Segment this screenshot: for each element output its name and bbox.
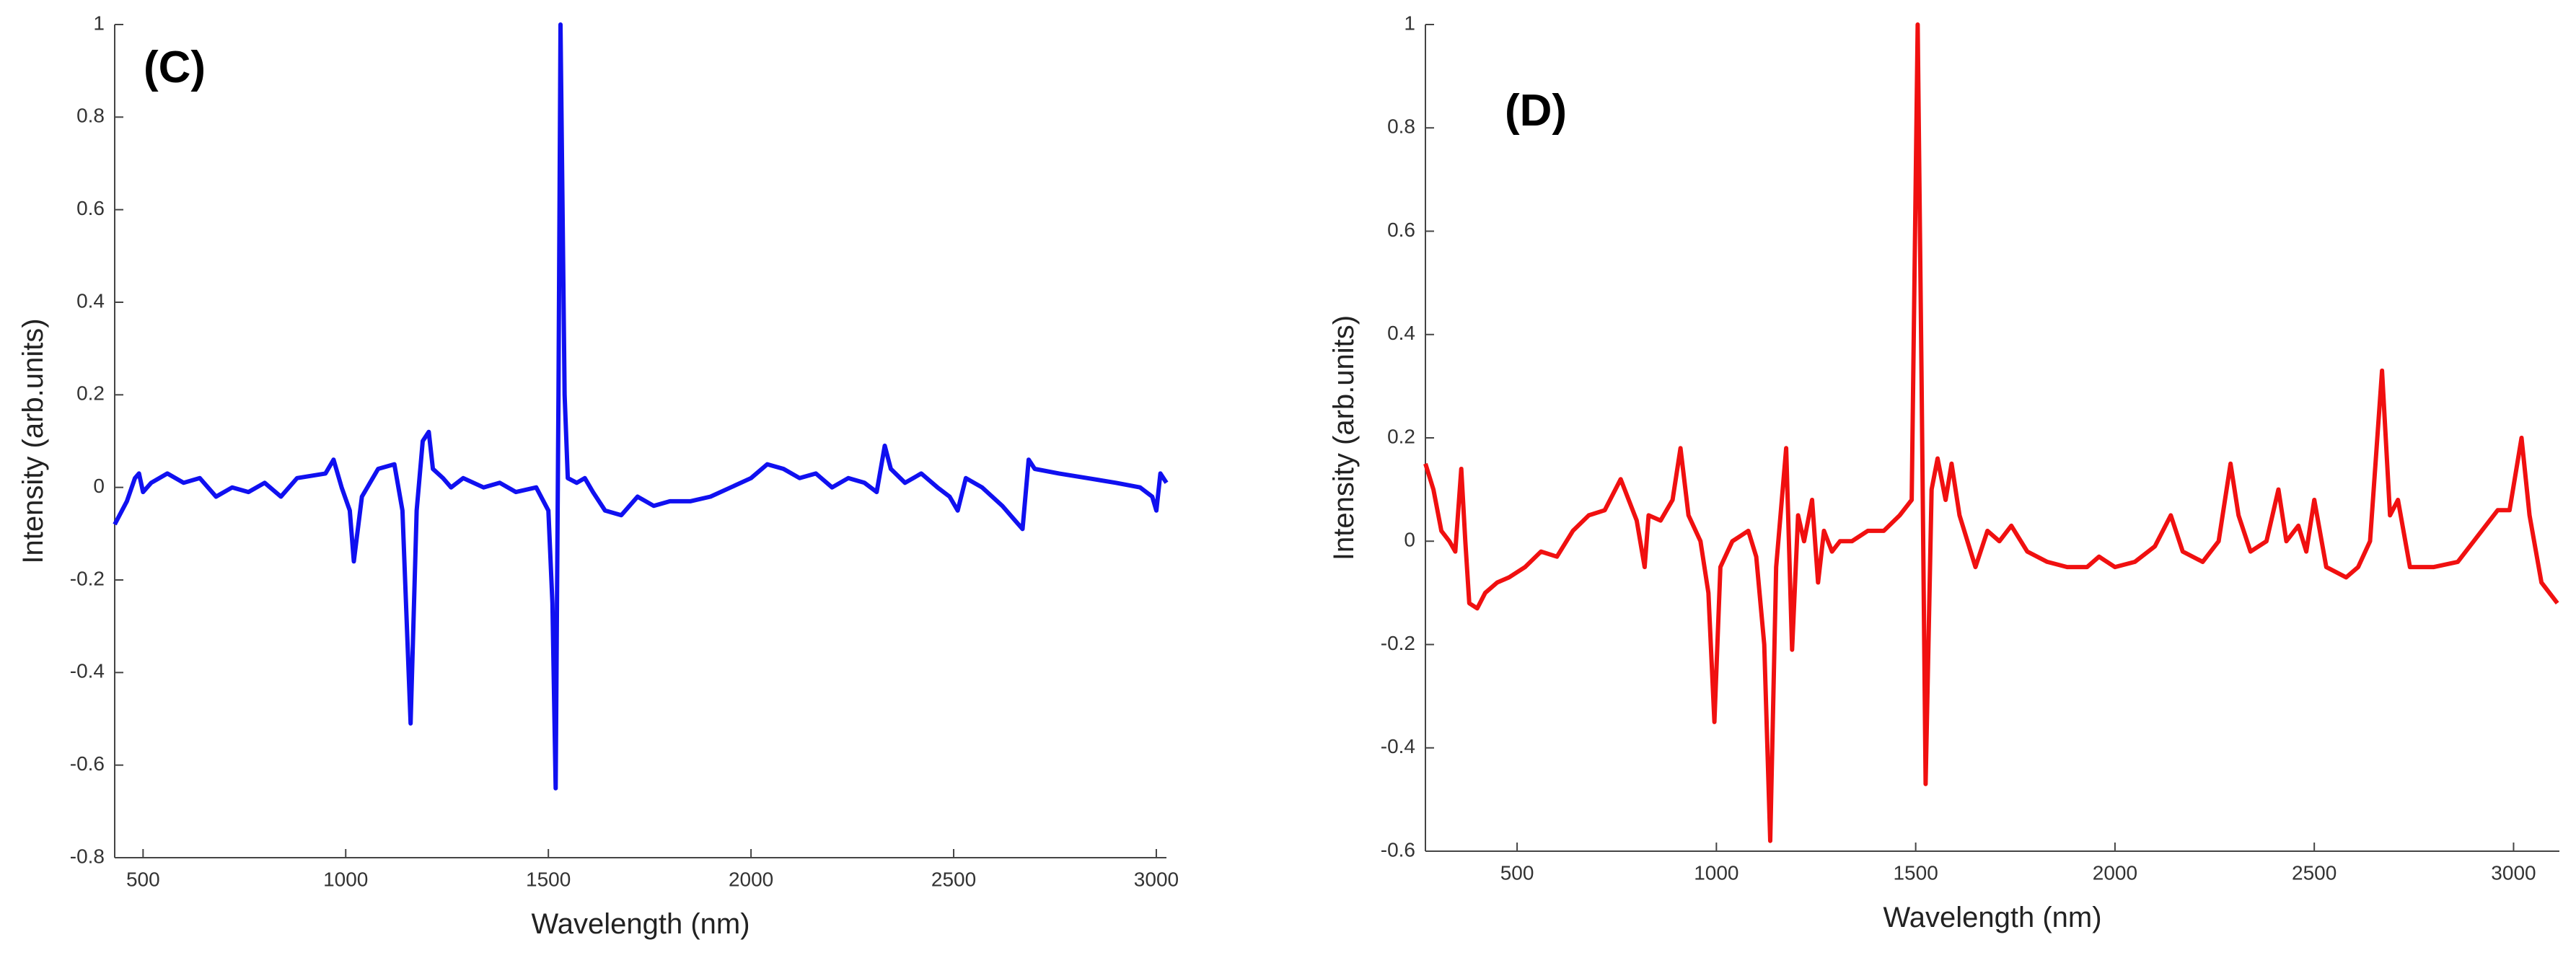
x-tick-label: 1000 [1694,861,1738,884]
x-tick-label: 500 [1500,861,1534,884]
y-tick-label: 0.8 [1387,115,1415,138]
y-tick-label: 1 [93,12,105,34]
y-tick-label: -0.4 [70,660,105,682]
y-tick-label: 0 [93,475,105,497]
y-tick-label: -0.8 [70,845,105,867]
y-tick-label: -0.6 [1381,838,1415,861]
y-tick-label: 0.2 [1387,425,1415,447]
x-axis-label: Wavelength (nm) [531,908,749,940]
x-tick-label: 1000 [323,868,368,890]
x-tick-label: 1500 [526,868,571,890]
y-tick-label: 0.6 [76,197,105,219]
x-tick-label: 3000 [2491,861,2536,884]
y-tick-label: 0 [1404,529,1415,551]
x-tick-label: 2000 [729,868,773,890]
x-tick-label: 3000 [1134,868,1179,890]
y-tick-label: -0.2 [1381,632,1415,654]
panel-label: (C) [144,43,206,92]
y-tick-label: -0.6 [70,752,105,775]
x-tick-label: 2500 [931,868,976,890]
y-tick-label: 0.6 [1387,219,1415,241]
x-tick-label: 500 [126,868,160,890]
x-tick-label: 1500 [1893,861,1938,884]
y-tick-label: 1 [1404,12,1415,34]
y-tick-label: -0.2 [70,567,105,589]
y-axis-label: Intensity (arb.units) [1328,315,1360,560]
y-tick-label: 0.2 [76,382,105,405]
data-line [1423,22,2559,843]
y-tick-label: 0.8 [76,105,105,127]
y-axis-label: Intensity (arb.units) [17,318,49,563]
y-tick-label: 0.4 [1387,322,1415,344]
x-tick-label: 2000 [2093,861,2137,884]
y-tick-label: -0.4 [1381,735,1415,757]
x-tick-label: 2500 [2292,861,2337,884]
panel-label: (D) [1505,86,1567,136]
y-tick-label: 0.4 [76,289,105,312]
x-axis-label: Wavelength (nm) [1883,902,2101,933]
data-line [113,22,1169,791]
